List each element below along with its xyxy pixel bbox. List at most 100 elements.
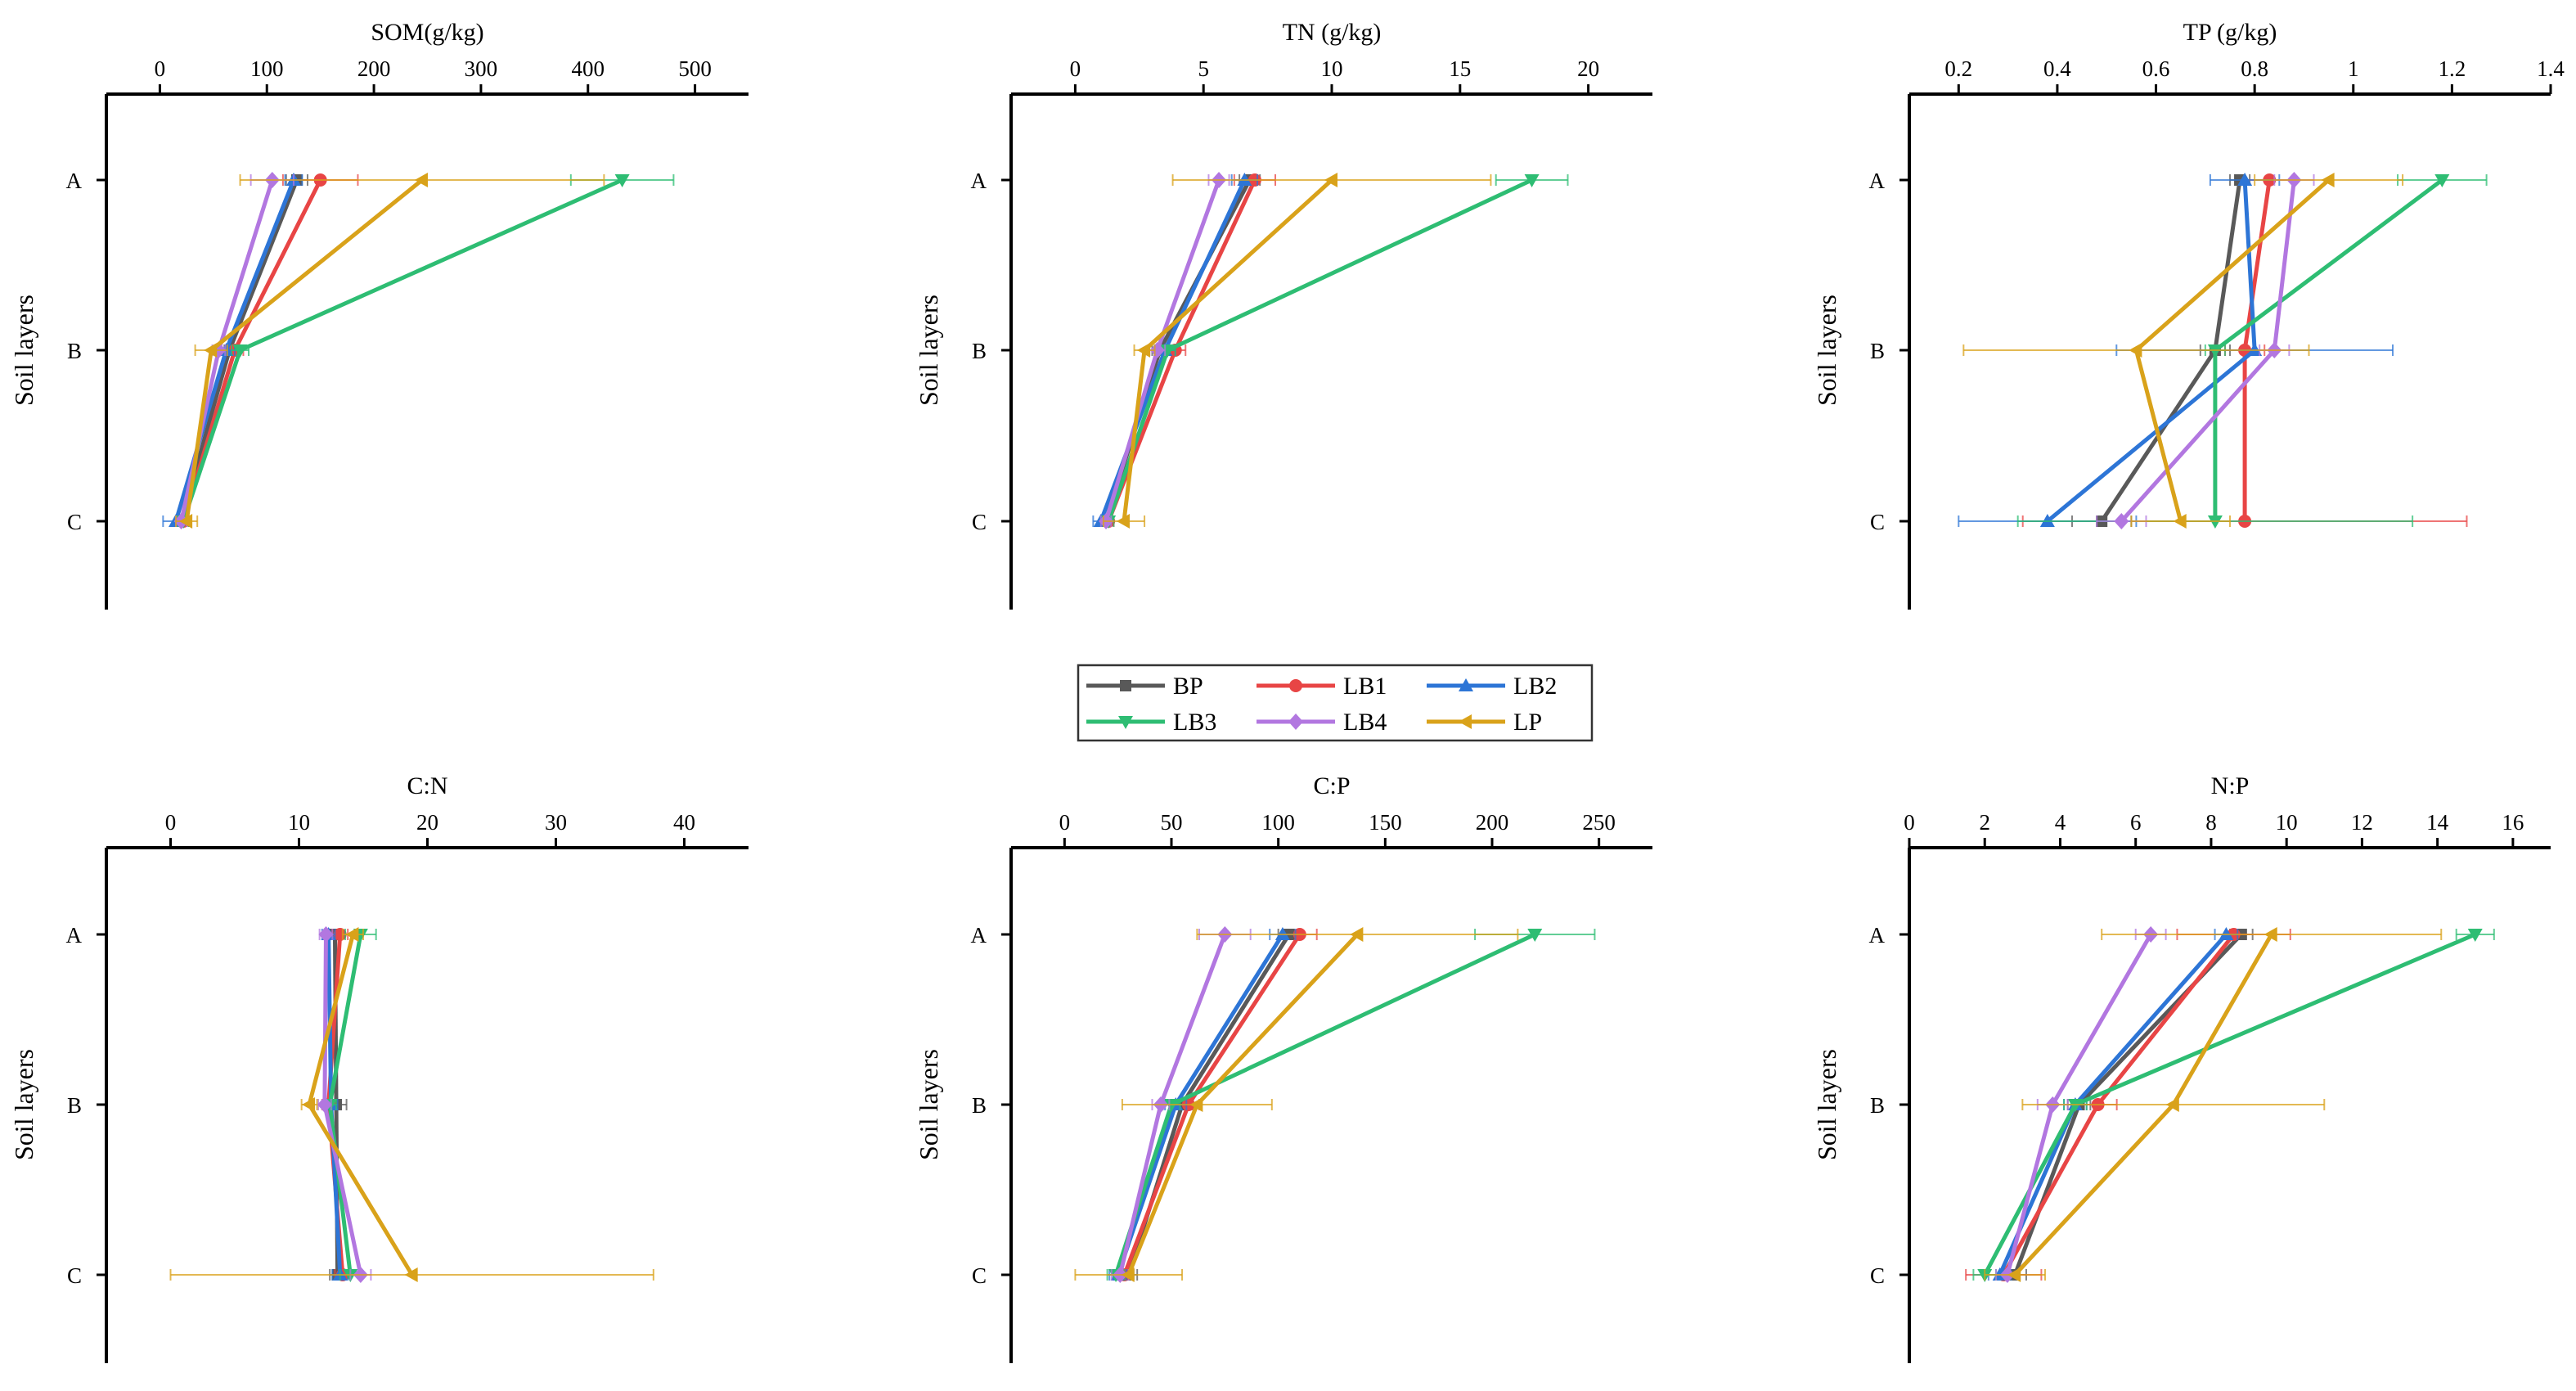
data-point-lp <box>404 1267 418 1282</box>
data-point-lb3 <box>1527 929 1543 942</box>
panel-title: C:P <box>1313 772 1350 799</box>
legend-marker <box>1289 679 1302 692</box>
x-tick-label: 0.2 <box>1944 56 1972 81</box>
x-tick-label: 2 <box>1979 810 1990 835</box>
panel-n-p: 0 2 4 6 8 10 12 14 16 N:P A B C Soil layers <box>1812 772 2551 1363</box>
x-tick-label: 0.6 <box>2142 56 2170 81</box>
legend-label: LP <box>1513 709 1542 736</box>
data-point-lb3 <box>1524 174 1540 187</box>
data-point-lp <box>1324 173 1337 187</box>
data-point-lb4 <box>1149 342 1165 358</box>
data-point-lp <box>204 343 218 358</box>
legend-label: LB3 <box>1173 709 1216 736</box>
x-tick-label: 30 <box>545 810 567 835</box>
data-point-lp <box>2173 514 2187 529</box>
data-point-lp <box>1121 1267 1135 1282</box>
legend-item-bp: BP <box>1086 673 1203 700</box>
y-tick-label: B <box>972 1093 987 1118</box>
y-tick-label: C <box>1870 510 1885 534</box>
data-point-lb3 <box>2467 929 2483 942</box>
y-tick-label: A <box>66 169 83 193</box>
y-axis-label: Soil layers <box>1812 295 1841 406</box>
data-point-lp <box>302 1097 316 1112</box>
legend-marker <box>1288 714 1303 730</box>
series-lp <box>169 927 654 1282</box>
data-point-lb3 <box>614 174 630 187</box>
panel-title: SOM(g/kg) <box>371 19 483 46</box>
series-lb4 <box>1099 172 1230 529</box>
x-tick-label: 10 <box>1321 56 1343 81</box>
y-tick-label: A <box>971 923 987 948</box>
y-axis-label: Soil layers <box>9 1049 38 1160</box>
legend-item-lp: LP <box>1427 709 1542 736</box>
y-tick-label: C <box>1870 1263 1885 1288</box>
y-tick-label: A <box>1869 923 1886 948</box>
data-point-lp <box>2129 343 2142 358</box>
y-tick-label: C <box>972 510 987 534</box>
series-lp <box>1984 927 2443 1282</box>
x-tick-label: 0.8 <box>2241 56 2268 81</box>
x-tick-label: 100 <box>1261 810 1295 835</box>
panel-title: TP (g/kg) <box>2183 19 2277 46</box>
y-tick-label: B <box>972 339 987 363</box>
data-point-lp <box>1137 343 1151 358</box>
data-point-lp <box>1189 1097 1203 1112</box>
x-tick-label: 0 <box>155 56 166 81</box>
x-tick-label: 16 <box>2502 810 2524 835</box>
panel-title: N:P <box>2211 772 2250 799</box>
data-point-lp <box>2007 1267 2021 1282</box>
panel-c-p: 0 50 100 150 200 250 C:P A B C Soil layers <box>914 772 1652 1363</box>
x-tick-label: 500 <box>678 56 712 81</box>
y-tick-label: C <box>972 1263 987 1288</box>
x-tick-label: 0 <box>1070 56 1081 81</box>
y-tick-label: B <box>67 339 82 363</box>
x-tick-label: 200 <box>357 56 391 81</box>
data-point-lp <box>179 514 193 529</box>
data-point-lp <box>1350 927 1364 942</box>
y-axis-label: Soil layers <box>1812 1049 1841 1160</box>
series-lb3 <box>176 174 675 529</box>
legend-item-lb1: LB1 <box>1257 673 1387 700</box>
panel-title: C:N <box>407 772 447 799</box>
x-tick-label: 0 <box>1059 810 1071 835</box>
data-point-lp <box>1116 514 1130 529</box>
x-tick-label: 14 <box>2426 810 2449 835</box>
x-tick-label: 1 <box>2348 56 2359 81</box>
x-tick-label: 100 <box>250 56 284 81</box>
legend-label: LB4 <box>1343 709 1387 736</box>
x-tick-label: 1.2 <box>2439 56 2466 81</box>
y-tick-label: A <box>971 169 987 193</box>
series-lp <box>1962 173 2404 529</box>
x-tick-label: 50 <box>1161 810 1183 835</box>
series-lp <box>175 173 605 529</box>
x-tick-label: 12 <box>2351 810 2373 835</box>
x-tick-label: 200 <box>1476 810 1509 835</box>
x-tick-label: 10 <box>2276 810 2298 835</box>
data-point-lb4 <box>317 1096 332 1113</box>
data-point-lp <box>2321 173 2335 187</box>
series-lb4 <box>317 926 372 1283</box>
data-point-lp <box>2264 927 2277 942</box>
x-tick-label: 40 <box>673 810 695 835</box>
legend-frame <box>1077 664 1594 742</box>
x-tick-label: 300 <box>465 56 498 81</box>
legend-label: LB1 <box>1343 673 1387 700</box>
legend-marker <box>1459 714 1472 729</box>
legend: BP LB1 LB2 LB3 LB4 LP <box>1077 664 1594 742</box>
y-tick-label: B <box>1870 1093 1885 1118</box>
data-point-lp <box>414 173 428 187</box>
x-tick-label: 150 <box>1369 810 1402 835</box>
legend-marker <box>1120 680 1131 691</box>
x-tick-label: 1.4 <box>2537 56 2565 81</box>
y-tick-label: C <box>67 1263 82 1288</box>
series-lp <box>1102 173 1492 529</box>
x-tick-label: 0.4 <box>2043 56 2071 81</box>
data-point-lb4 <box>2114 513 2129 529</box>
series-lp <box>1074 927 1519 1282</box>
legend-label: LB2 <box>1513 673 1557 700</box>
x-tick-label: 400 <box>572 56 605 81</box>
y-tick-label: A <box>66 923 83 948</box>
y-tick-label: A <box>1869 169 1886 193</box>
y-axis-label: Soil layers <box>914 295 943 406</box>
